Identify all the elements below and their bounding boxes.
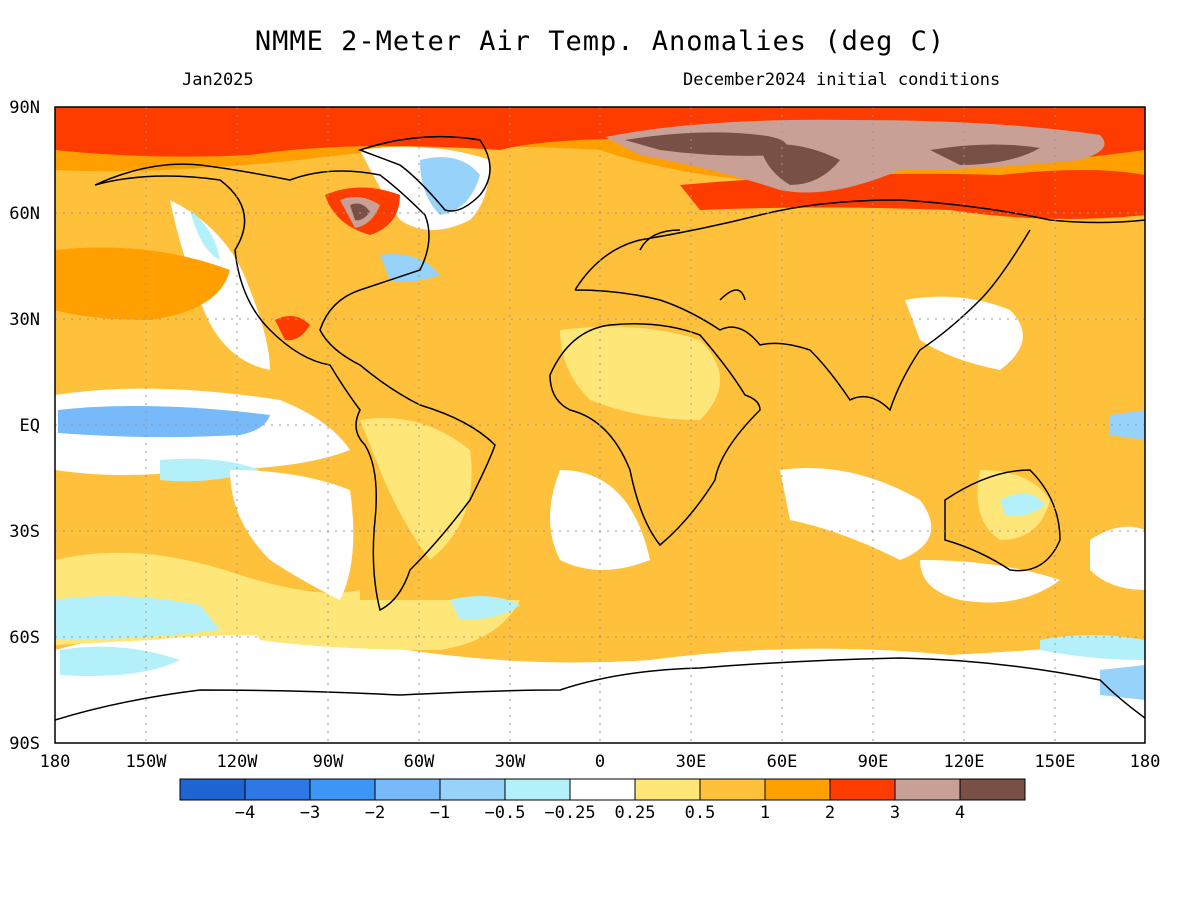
colorbar-bin [179,778,246,801]
colorbar-bin [634,778,701,801]
colorbar-label: 2 [825,803,835,823]
lat-label: 60S [9,628,40,648]
colorbar-bin [569,778,636,801]
colorbar-label: −3 [300,803,320,823]
map-title: NMME 2-Meter Air Temp. Anomalies (deg C) [254,26,946,57]
lat-label: EQ [20,416,40,436]
lat-label: 90S [9,734,40,754]
lon-label: 180 [40,752,71,772]
colorbar-bin [439,778,506,801]
colorbar-label: −2 [365,803,385,823]
graticule [55,107,1145,743]
colorbar-label: −4 [235,803,255,823]
colorbar-bin [894,778,961,801]
longitude-axis: 180 150W 120W 90W 60W 30W 0 30E 60E 90E … [40,752,1161,772]
valid-month-label: Jan2025 [182,70,254,90]
lat-label: 90N [9,98,40,118]
colorbar-bin [374,778,441,801]
coastlines [55,135,1145,721]
lat-label: 30N [9,310,40,330]
colorbar-bin [829,778,896,801]
colorbar-label: −0.25 [544,803,595,823]
colorbar-bin [764,778,831,801]
colorbar: −4 −3 −2 −1 −0.5 −0.25 0.25 0.5 1 2 3 4 [179,778,1026,823]
latitude-axis: 90N 60N 30N EQ 30S 60S 90S [9,98,40,754]
lat-label: 60N [9,204,40,224]
colorbar-bin [959,778,1026,801]
lon-label: 120W [217,752,259,772]
lon-label: 90W [313,752,344,772]
lon-label: 150E [1035,752,1076,772]
colorbar-bin [504,778,571,801]
colorbar-label: 1 [760,803,770,823]
colorbar-bin [244,778,311,801]
lon-label: 150W [126,752,168,772]
colorbar-label: 4 [955,803,965,823]
colorbar-label: 0.25 [615,803,656,823]
colorbar-label: −0.5 [485,803,526,823]
colorbar-label: 3 [890,803,900,823]
lon-label: 60W [404,752,435,772]
lon-label: 30W [495,752,526,772]
lon-label: 0 [595,752,605,772]
lon-label: 90E [858,752,889,772]
colorbar-bin [699,778,766,801]
lon-label: 60E [767,752,798,772]
map-frame [54,106,1146,744]
lon-label: 180 [1130,752,1161,772]
initial-conditions-label: December2024 initial conditions [683,70,1001,90]
colorbar-label: −1 [430,803,450,823]
lat-label: 30S [9,522,40,542]
colorbar-label: 0.5 [685,803,716,823]
lon-label: 30E [676,752,707,772]
lon-label: 120E [944,752,985,772]
colorbar-bin [309,778,376,801]
